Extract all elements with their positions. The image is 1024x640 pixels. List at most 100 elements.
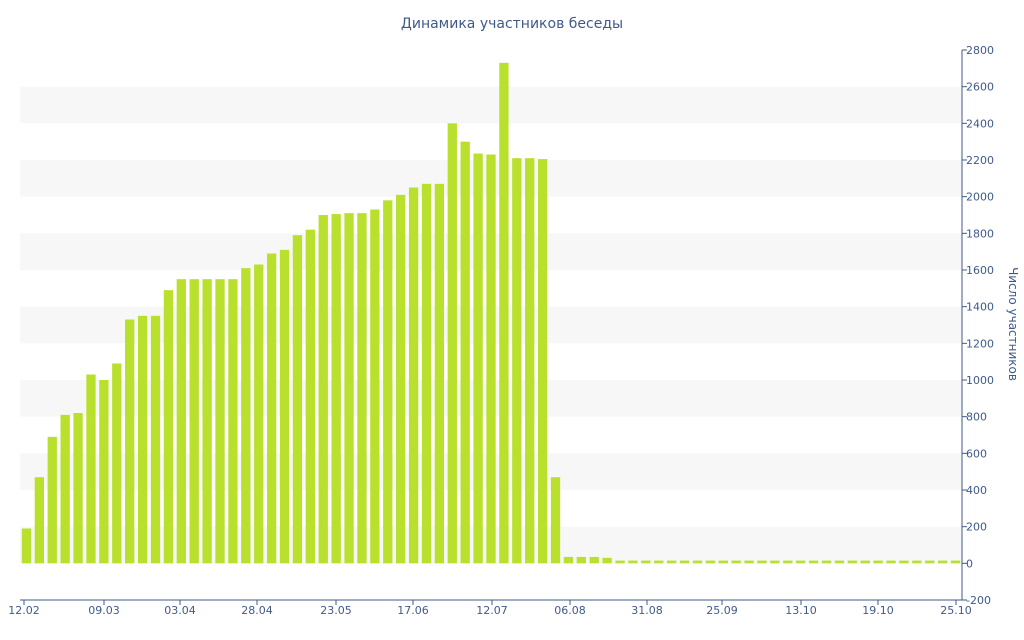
bar — [228, 279, 238, 564]
bar — [112, 363, 122, 564]
x-tick-label: 12.02 — [8, 604, 40, 617]
bar — [757, 560, 767, 564]
bar — [628, 560, 638, 564]
bar — [383, 200, 393, 564]
bar — [137, 315, 148, 564]
y-axis-ticks: 2800260024002200200018001600140012001000… — [962, 44, 994, 607]
y-tick-label: 1800 — [966, 227, 994, 240]
y-axis-label: Число участников — [1006, 267, 1020, 381]
x-axis-ticks: 12.02 09.03 03.04 28.04 23.05 17.06 12.07 06.08… — [8, 600, 972, 617]
bar — [215, 279, 225, 564]
x-tick-label: 25.09 — [706, 604, 738, 617]
bar — [537, 159, 548, 564]
bar — [486, 154, 496, 564]
bar — [692, 560, 703, 564]
x-tick-label: 12.07 — [476, 604, 508, 617]
y-tick-label: 2200 — [966, 154, 994, 167]
x-tick-label: 28.04 — [241, 604, 273, 617]
x-tick-label: 31.08 — [631, 604, 663, 617]
bar — [718, 560, 728, 564]
bar — [860, 560, 870, 564]
bar — [912, 560, 922, 564]
y-tick-label: 400 — [966, 484, 987, 497]
bar — [73, 413, 83, 564]
bar — [21, 528, 32, 564]
bar — [834, 560, 845, 564]
bar — [344, 213, 354, 564]
bar — [318, 215, 328, 564]
bar — [34, 477, 44, 564]
bar — [47, 436, 57, 564]
bar — [499, 62, 509, 564]
bar — [370, 209, 380, 564]
bar — [357, 213, 367, 564]
y-tick-label: 2600 — [966, 81, 994, 94]
y-tick-label: 1400 — [966, 301, 994, 314]
bar — [150, 315, 161, 564]
bar — [654, 560, 664, 564]
bar — [563, 556, 574, 564]
bar — [950, 560, 961, 564]
x-tick-label: 06.08 — [554, 604, 586, 617]
y-tick-label: 1000 — [966, 374, 994, 387]
bar — [473, 153, 483, 564]
x-tick-label: 17.06 — [397, 604, 429, 617]
bar — [808, 560, 819, 564]
bar — [615, 560, 625, 564]
bar — [925, 560, 935, 564]
x-tick-label: 25.10 — [940, 604, 972, 617]
bar — [938, 560, 948, 564]
bar — [176, 279, 186, 564]
bar — [460, 141, 470, 564]
x-tick-label: 03.04 — [164, 604, 196, 617]
y-tick-label: 200 — [966, 521, 987, 534]
bar — [667, 560, 677, 564]
bar — [421, 183, 432, 564]
bar — [783, 560, 793, 564]
bar — [163, 290, 174, 564]
bar — [305, 229, 315, 564]
bar — [241, 268, 251, 564]
bar — [602, 557, 612, 564]
x-tick-label: 19.10 — [862, 604, 894, 617]
bar — [202, 279, 212, 564]
bar — [821, 560, 832, 564]
y-tick-label: 800 — [966, 411, 987, 424]
bar — [576, 556, 586, 564]
bar — [266, 253, 277, 564]
y-tick-label: 2400 — [966, 117, 994, 130]
bar — [408, 187, 419, 564]
axes — [20, 50, 963, 601]
chart-title: Динамика участников беседы — [401, 16, 623, 32]
y-tick-label: -200 — [966, 594, 991, 607]
y-tick-label: 600 — [966, 447, 987, 460]
bar — [550, 477, 561, 564]
bar — [447, 123, 457, 564]
y-tick-label: 2000 — [966, 191, 994, 204]
bar — [279, 249, 290, 564]
x-tick-label: 23.05 — [320, 604, 352, 617]
bar — [60, 414, 70, 564]
bar — [744, 560, 754, 564]
bar — [86, 374, 96, 564]
bar — [641, 560, 651, 564]
y-tick-label: 1200 — [966, 337, 994, 350]
grid-band — [20, 86, 962, 124]
y-tick-label: 2800 — [966, 44, 994, 57]
bar — [189, 279, 199, 564]
bar — [331, 214, 341, 564]
bar — [512, 158, 522, 564]
bars — [21, 62, 961, 564]
bar — [99, 380, 109, 564]
bar — [796, 560, 806, 564]
bar — [873, 560, 883, 564]
x-tick-label: 09.03 — [88, 604, 120, 617]
y-tick-label: 0 — [966, 557, 973, 570]
bar — [525, 158, 535, 564]
y-tick-label: 1600 — [966, 264, 994, 277]
bar — [679, 560, 690, 564]
bar — [886, 560, 896, 564]
x-tick-label: 13.10 — [785, 604, 817, 617]
bar — [292, 235, 303, 564]
